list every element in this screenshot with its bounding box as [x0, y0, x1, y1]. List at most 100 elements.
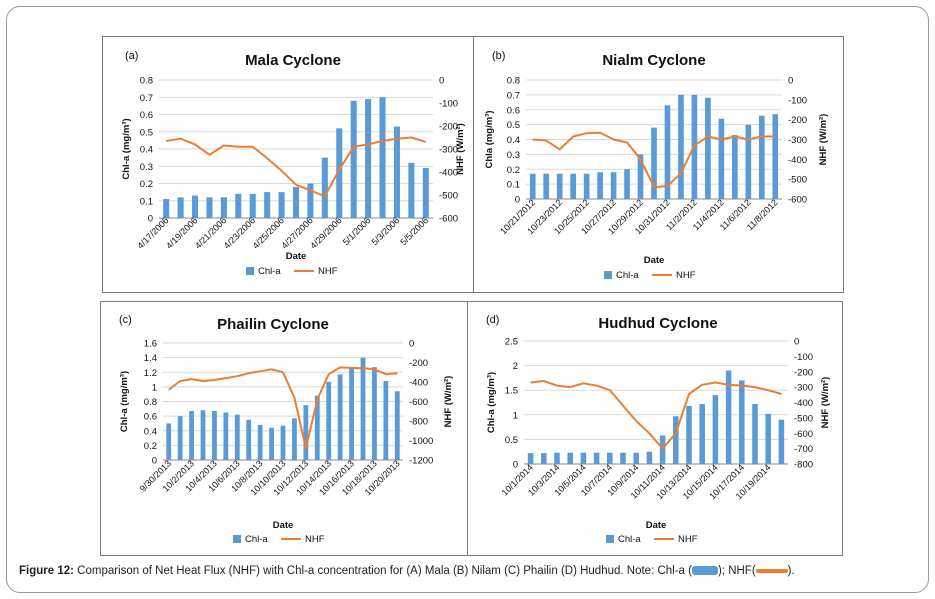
- chl-a-bar: [163, 199, 170, 218]
- y2-tick-label: -600: [788, 195, 807, 206]
- chl-a-bar: [772, 114, 779, 199]
- chl-a-bar: [664, 105, 671, 199]
- chl-a-bar: [732, 135, 738, 199]
- y2-tick-label: -400: [409, 378, 428, 389]
- y-axis-title: Chl-a (mg/m³): [119, 371, 130, 432]
- chl-a-bar: [257, 424, 263, 460]
- chl-a-bar: [393, 126, 400, 218]
- y2-tick-label: -400: [788, 155, 807, 166]
- y-axis-title: Chl-a (mg/m³): [486, 372, 497, 433]
- chl-a-bar: [365, 98, 372, 218]
- panel-phailin: (c) Phailin Cyclone 0 0.2 0.4 0.6 0.8 1 1.2 1.4 1.…: [100, 301, 471, 556]
- chl-a-bar: [326, 381, 332, 460]
- y-tick-label: 0.7: [140, 93, 153, 104]
- y2-tick-label: -600: [439, 214, 458, 225]
- chl-a-bar: [541, 453, 547, 464]
- chl-a-bar: [646, 451, 653, 464]
- chl-a-bar: [264, 192, 271, 218]
- chl-a-bar: [269, 427, 274, 460]
- chl-a-bar: [292, 418, 297, 460]
- nhf-line: [168, 366, 398, 450]
- y-tick-label: 0: [152, 456, 157, 467]
- chl-a-bar: [235, 193, 242, 218]
- y2-axis-title: NHF (W/m²): [820, 377, 831, 429]
- chl-a-bar: [597, 172, 603, 199]
- chart-phailin: (c) Phailin Cyclone 0 0.2 0.4 0.6 0.8 1 1.2 1.4 1.…: [119, 314, 454, 545]
- chl-a-bar: [278, 192, 285, 218]
- y-tick-label: 0.5: [507, 120, 520, 131]
- chl-a-bar: [220, 197, 227, 218]
- chl-a-bar: [765, 413, 771, 464]
- y-tick-label: 0.5: [505, 435, 518, 446]
- y2-tick-label: -400: [794, 398, 813, 409]
- chl-a-bar: [223, 412, 229, 460]
- y-tick-label: 0.3: [507, 150, 520, 161]
- y-axis-title: Chl-a (mg/m³): [121, 118, 132, 179]
- y-tick-label: 0.1: [507, 180, 520, 191]
- y-tick-label: 1: [152, 382, 157, 393]
- chl-a-bar: [610, 172, 617, 199]
- chart-mala: (a) Mala Cyclone 0 0.1 0.2 0.3 0.4 0.5 0.6 0.7 0.8…: [121, 50, 466, 277]
- y2-tick-label: 0: [788, 76, 793, 87]
- x-tick-label: 5/3/2006: [370, 215, 402, 247]
- chl-a-bar: [383, 381, 389, 460]
- y-tick-label: 0.5: [140, 127, 153, 138]
- y2-tick-label: 0: [439, 76, 444, 87]
- y2-tick-label: -500: [788, 175, 807, 186]
- chl-a-bar: [607, 452, 613, 464]
- y-tick-label: 0.8: [140, 76, 153, 87]
- y-tick-label: 1.5: [505, 386, 518, 397]
- chl-a-bar: [637, 154, 644, 199]
- chl-a-bar: [350, 100, 357, 218]
- chl-a-bar: [246, 419, 252, 460]
- chl-a-bar: [686, 405, 692, 464]
- y2-tick-label: -800: [409, 417, 428, 428]
- figure-caption: Figure 12: Comparison of Net Heat Flux (…: [19, 565, 795, 577]
- chl-a-bar: [758, 115, 765, 199]
- chl-a-bar: [620, 452, 626, 464]
- chart-hudhud: (d) Hudhud Cyclone 0 0.5 1 1.5 2 2.5 0 -100 -200 -3…: [486, 314, 831, 545]
- panel-nilam: (b) Nialm Cyclone 0 0.1 0.2 0.3 0.4 0.5 0.6 0.7 0.…: [473, 36, 844, 293]
- chl-a-bar: [206, 197, 213, 218]
- chl-a-bar: [192, 195, 199, 218]
- y2-tick-label: 0: [409, 339, 414, 350]
- chl-a-bar: [583, 173, 590, 199]
- nhf-line: [532, 131, 776, 189]
- legend-chl-a-swatch: [604, 271, 612, 279]
- chart-title: Hudhud Cyclone: [598, 315, 717, 332]
- chl-a-bar: [624, 169, 630, 199]
- legend-nhf-label: NHF: [305, 534, 325, 545]
- chl-a-bar: [408, 162, 415, 218]
- legend-chl-a-label: Chl-a: [618, 534, 641, 545]
- y-tick-label: 2: [513, 361, 518, 372]
- chl-a-bar: [337, 374, 343, 460]
- y2-tick-label: -600: [794, 429, 813, 440]
- y2-tick-label: -1200: [409, 456, 433, 467]
- chl-a-bar: [394, 391, 400, 460]
- y-tick-label: 0.6: [507, 105, 520, 116]
- y-tick-label: 0.4: [507, 135, 520, 146]
- chl-a-bar: [778, 419, 785, 464]
- chl-a-bar: [372, 367, 377, 460]
- y2-tick-label: -800: [794, 460, 813, 471]
- chart-title: Nialm Cyclone: [602, 52, 705, 69]
- y-tick-label: 0.7: [507, 90, 520, 101]
- chl-a-bar: [570, 173, 576, 199]
- x-tick-label: 5/5/2006: [398, 215, 430, 247]
- y2-tick-label: -200: [409, 358, 428, 369]
- y2-tick-label: -200: [439, 122, 458, 133]
- chl-a-bar: [422, 167, 429, 218]
- y2-tick-label: -200: [788, 115, 807, 126]
- y-tick-label: 1.6: [144, 339, 157, 350]
- y-tick-label: 0.8: [507, 76, 520, 87]
- y-tick-label: 0.3: [140, 162, 153, 173]
- caption-end: ).: [787, 565, 795, 577]
- y-tick-label: 0: [513, 460, 518, 471]
- chl-a-bar: [292, 186, 300, 218]
- chl-a-bar: [307, 183, 314, 218]
- chl-a-bar: [712, 395, 719, 464]
- x-tick-label: 5/1/2006: [341, 215, 373, 247]
- y2-tick-label: -500: [794, 413, 813, 424]
- legend-chl-a-label: Chl-a: [258, 266, 281, 277]
- y-tick-label: 0.2: [140, 179, 153, 190]
